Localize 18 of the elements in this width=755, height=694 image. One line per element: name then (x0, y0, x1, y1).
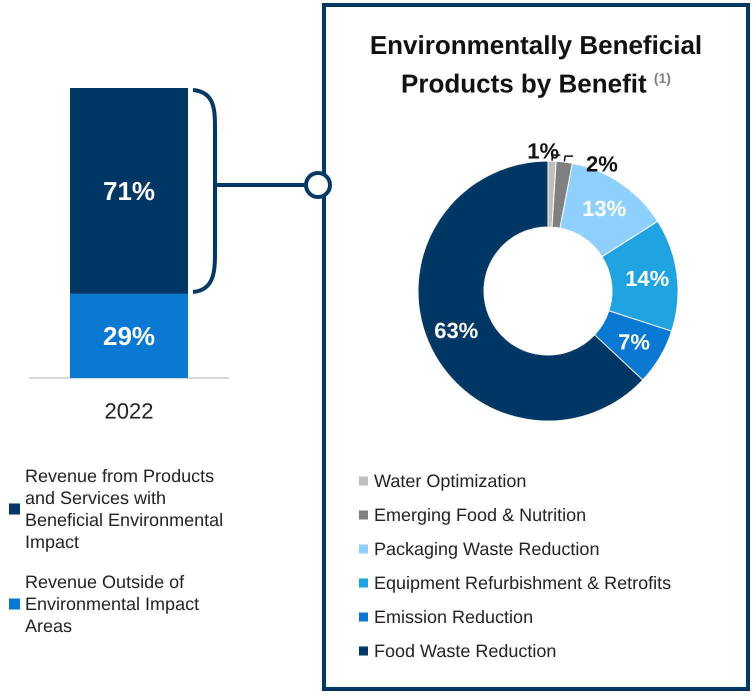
legend-label: Emerging Food & Nutrition (374, 505, 586, 525)
legend-label: Equipment Refurbishment & Retrofits (374, 573, 672, 593)
data-label: 14% (625, 266, 670, 291)
legend-label: Food Waste Reduction (374, 641, 556, 661)
x-tick-label: 2022 (104, 398, 154, 424)
data-label: 13% (582, 196, 626, 221)
legend-label: Revenue from Products and Services with Beneficial Environmental Impact (25, 466, 228, 552)
chart-title: Environmentally Beneficial Products by Benefit $^{(1)}$ (368, 29, 704, 101)
data-label: 63% (434, 318, 478, 344)
data-label: 2% (586, 152, 618, 177)
data-label: 1% (527, 138, 560, 164)
data-label: 71% (102, 176, 156, 206)
data-label: 29% (102, 320, 156, 351)
legend-label: Revenue Outside of Environmental Impact Areas (25, 572, 204, 636)
legend-label: Packaging Waste Reduction (374, 539, 600, 559)
legend-label: Emission Reduction (374, 607, 534, 627)
legend-label: Water Optimization (374, 471, 526, 491)
data-label: 7% (618, 329, 650, 354)
